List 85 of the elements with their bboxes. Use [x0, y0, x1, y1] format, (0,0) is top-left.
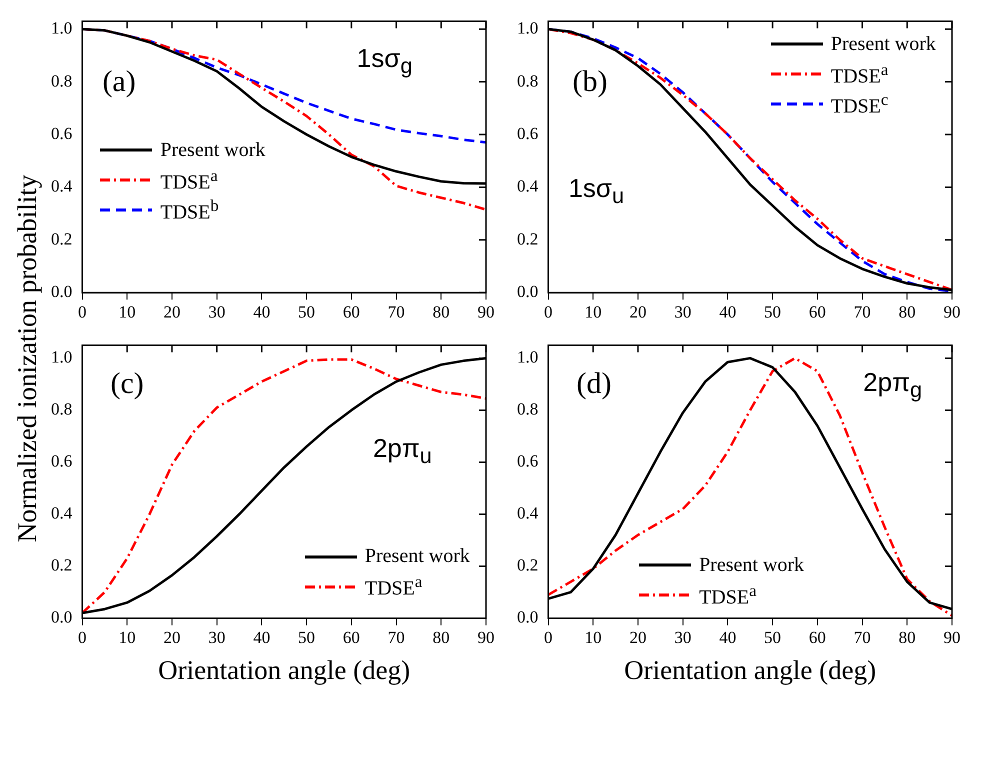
- y-tick-label: 1.0: [51, 18, 72, 38]
- y-tick-label: 0.2: [51, 556, 72, 575]
- x-tick-label: 40: [719, 302, 736, 322]
- legend-label: Present work: [160, 138, 266, 162]
- x-tick-label: 90: [944, 628, 960, 647]
- annotation: 1sσ$_{u}$: [568, 173, 624, 210]
- x-tick-label: 10: [584, 302, 602, 322]
- annotation: (a): [102, 64, 136, 99]
- x-tick-label: 80: [898, 628, 916, 647]
- y-tick-label: 1.0: [51, 348, 72, 367]
- x-tick-label: 30: [208, 628, 226, 647]
- y-tick-label: 1.0: [517, 18, 538, 38]
- x-tick-label: 60: [808, 628, 826, 647]
- y-tick-label: 0.2: [51, 229, 72, 248]
- y-tick-label: 0.8: [517, 400, 538, 419]
- x-tick-label: 40: [719, 628, 736, 647]
- x-tick-label: 0: [78, 302, 86, 322]
- y-tick-label: 0.4: [517, 504, 539, 523]
- legend-label: Present work: [830, 32, 936, 56]
- x-tick-label: 70: [388, 302, 405, 322]
- y-tick-label: 0.8: [51, 400, 72, 419]
- y-tick-label: 0.4: [51, 504, 73, 523]
- x-tick-label: 0: [78, 628, 86, 647]
- x-tick-label: 50: [298, 628, 316, 647]
- x-tick-label: 30: [208, 302, 226, 322]
- legend-label: TDSE$^{a}$: [830, 60, 888, 89]
- y-tick-label: 0.6: [517, 124, 538, 143]
- y-tick-label: 0.6: [517, 452, 538, 471]
- y-tick-label: 0.4: [51, 176, 73, 196]
- x-tick-label: 40: [253, 302, 270, 322]
- x-tick-label: 90: [478, 628, 494, 647]
- x-tick-label: 80: [432, 628, 450, 647]
- x-tick-label: 40: [253, 628, 270, 647]
- x-tick-label: 90: [944, 302, 960, 322]
- x-tick-label: 0: [544, 302, 552, 322]
- x-tick-label: 30: [674, 302, 692, 322]
- y-tick-label: 0.2: [517, 229, 538, 248]
- x-tick-label: 0: [544, 628, 552, 647]
- legend-label: TDSE$^{c}$: [830, 90, 888, 119]
- x-tick-label: 60: [808, 302, 826, 322]
- x-tick-label: 60: [342, 628, 360, 647]
- x-tick-label: 80: [898, 302, 916, 322]
- x-tick-label: 50: [298, 302, 316, 322]
- y-tick-label: 0.8: [517, 71, 538, 90]
- legend-label: Present work: [699, 554, 804, 576]
- legend-label: TDSE$^{a}$: [699, 580, 756, 610]
- legend-label: TDSE$^{a}$: [364, 572, 422, 602]
- y-tick-label: 0.4: [517, 176, 539, 196]
- y-tick-label: 0.0: [517, 608, 538, 627]
- x-axis-title: Orientation angle (deg): [158, 654, 410, 685]
- x-tick-label: 10: [118, 302, 136, 322]
- x-tick-label: 80: [432, 302, 450, 322]
- x-tick-label: 20: [629, 628, 646, 647]
- x-tick-label: 20: [163, 628, 180, 647]
- annotation: 2pπ$_{g}$: [863, 367, 922, 404]
- x-tick-label: 70: [854, 302, 871, 322]
- y-tick-label: 0.6: [51, 124, 72, 143]
- legend-label: Present work: [364, 545, 470, 568]
- x-tick-label: 90: [478, 302, 494, 322]
- y-axis-title: Normalized ionization probability: [12, 174, 44, 542]
- x-tick-label: 70: [388, 628, 405, 647]
- annotation: (b): [572, 64, 608, 99]
- y-tick-label: 0.0: [517, 282, 538, 302]
- y-tick-label: 0.6: [51, 452, 72, 471]
- x-axis-title: Orientation angle (deg): [624, 654, 876, 685]
- x-tick-label: 70: [854, 628, 871, 647]
- x-tick-label: 30: [674, 628, 692, 647]
- legend-label: TDSE$^{b}$: [160, 196, 219, 224]
- x-tick-label: 20: [163, 302, 180, 322]
- x-tick-label: 50: [764, 302, 782, 322]
- x-tick-label: 50: [764, 628, 782, 647]
- annotation: (c): [110, 367, 144, 402]
- legend-label: TDSE$^{a}$: [160, 166, 218, 194]
- annotation: 2pπ$_{u}$: [372, 432, 432, 469]
- y-tick-label: 0.0: [51, 282, 72, 302]
- x-tick-label: 10: [584, 628, 602, 647]
- y-tick-label: 0.0: [51, 608, 72, 627]
- annotation: (d): [576, 367, 612, 402]
- y-tick-label: 0.8: [51, 71, 72, 90]
- x-tick-label: 60: [342, 302, 360, 322]
- y-tick-label: 1.0: [517, 348, 538, 367]
- x-tick-label: 20: [629, 302, 646, 322]
- x-tick-label: 10: [118, 628, 136, 647]
- y-tick-label: 0.2: [517, 556, 538, 575]
- annotation: 1sσ$_{g}$: [356, 42, 412, 80]
